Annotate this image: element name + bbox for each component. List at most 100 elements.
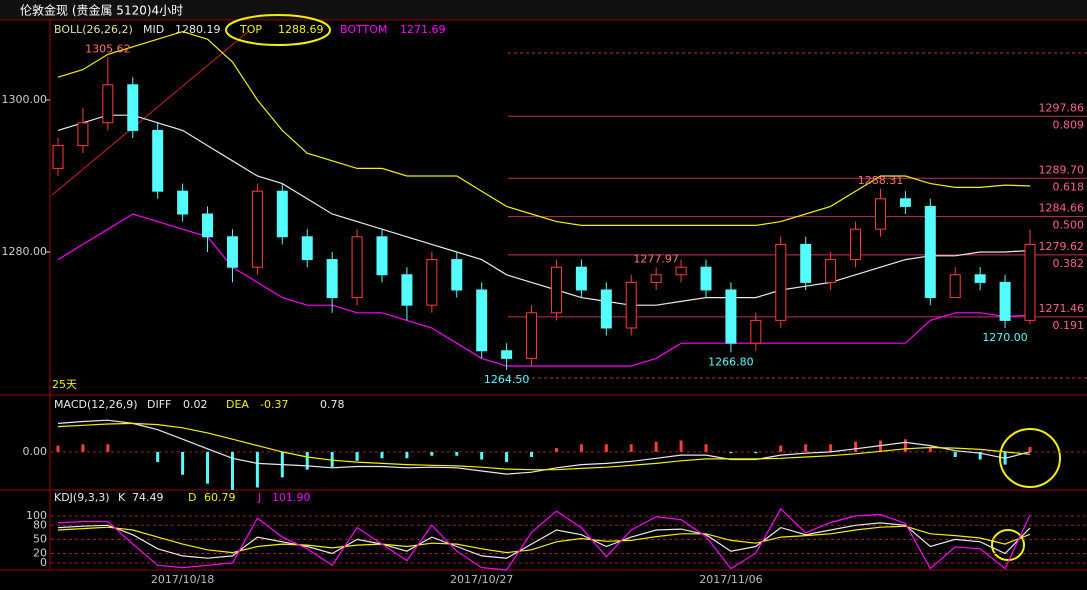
candle-body: [974, 274, 986, 283]
candle-body: [825, 259, 837, 283]
candle-body: [77, 122, 89, 147]
y-tick-label: 0.00: [23, 445, 48, 458]
candle-body: [476, 289, 488, 352]
candle-body: [501, 350, 513, 359]
candle-body: [177, 190, 189, 215]
x-tick-label: 2017/10/18: [151, 573, 214, 586]
candle-body: [750, 319, 762, 344]
price-annotation: 1266.80: [708, 355, 754, 368]
y-tick-label: 0: [40, 556, 47, 569]
y-tick-label: 80: [33, 518, 47, 531]
price-annotation: 1288.31: [858, 174, 904, 187]
candle-body: [351, 236, 363, 299]
candle-body: [376, 236, 388, 276]
fib-ratio: 0.191: [1053, 319, 1085, 332]
fib-ratio: 0.500: [1053, 219, 1085, 232]
price-annotation: 1264.50: [484, 373, 530, 386]
fib-ratio: 0.809: [1053, 118, 1085, 131]
highlight-circle: [999, 428, 1061, 488]
legend-name: TOP: [239, 23, 262, 36]
candle-body: [226, 236, 238, 268]
candle-body: [127, 84, 139, 131]
highlight-circle: [991, 529, 1025, 561]
legend-value: 60.79: [204, 491, 236, 504]
candle-body: [1024, 243, 1036, 321]
candle-body: [625, 281, 637, 329]
legend-value: 0.02: [183, 398, 208, 411]
y-tick-label: 1300.00: [2, 93, 48, 106]
fib-ratio: 0.618: [1053, 180, 1085, 193]
y-tick-label: 100: [26, 509, 47, 522]
candle-body: [775, 243, 787, 321]
candle-body: [800, 243, 812, 283]
indicator-label: BOLL(26,26,2): [54, 23, 133, 36]
candle-body: [650, 274, 662, 283]
candle-body: [301, 236, 313, 261]
fib-ratio: 0.382: [1053, 257, 1085, 270]
candle-body: [451, 259, 463, 291]
legend-value: 1271.69: [400, 23, 446, 36]
candle-body: [152, 129, 164, 192]
candle-body: [326, 259, 338, 299]
indicator-label: MACD(12,26,9): [54, 398, 138, 411]
legend-name: D: [188, 491, 196, 504]
fib-price: 1279.62: [1039, 240, 1085, 253]
fib-price: 1297.86: [1039, 101, 1085, 114]
legend-name: MID: [143, 23, 164, 36]
series-line: [57, 422, 1031, 471]
legend-value: 101.90: [272, 491, 311, 504]
series-line: [57, 522, 1031, 559]
candle-body: [675, 266, 687, 276]
price-annotation: 1277.97: [633, 252, 679, 265]
fib-price: 1271.46: [1039, 302, 1085, 315]
legend-name: BOTTOM: [340, 23, 387, 36]
indicator-label: KDJ(9,3,3): [54, 491, 110, 504]
series-line: [57, 507, 1031, 571]
series-line: [57, 213, 1031, 367]
series-line: [57, 114, 1031, 306]
highlight-circle: [225, 14, 331, 46]
candle-body: [924, 205, 936, 299]
legend-value: 1280.19: [175, 23, 221, 36]
y-tick-label: 1280.00: [2, 245, 48, 258]
candle-body: [102, 84, 114, 124]
candle-body: [949, 274, 961, 299]
legend-value: -0.37: [260, 398, 288, 411]
x-tick-label: 2017/10/27: [450, 573, 513, 586]
legend-value: 74.49: [132, 491, 164, 504]
legend-name: J: [257, 491, 261, 504]
legend-name: DIFF: [147, 398, 171, 411]
candle-body: [700, 266, 712, 291]
candle-body: [999, 281, 1011, 321]
candle-body: [550, 266, 562, 314]
candle-body: [600, 289, 612, 329]
series-line: [57, 419, 1031, 475]
chart-title: 伦敦金现 (贵金属 5120)4小时: [20, 3, 183, 18]
legend-name: K: [118, 491, 126, 504]
series-line: [57, 525, 1031, 554]
candle-body: [401, 274, 413, 306]
x-tick-label: 2017/11/06: [699, 573, 762, 586]
histogram-value: 0.78: [320, 398, 345, 411]
candle-body: [575, 266, 587, 291]
candle-body: [276, 190, 288, 238]
series-line: [57, 30, 1031, 226]
fib-price: 1284.66: [1039, 202, 1085, 215]
candle-body: [874, 198, 886, 230]
y-tick-label: 50: [33, 532, 47, 545]
candle-body: [526, 312, 538, 359]
candle-body: [725, 289, 737, 344]
price-annotation: 1305.62: [85, 42, 131, 55]
candle-body: [899, 198, 911, 207]
period-label: 25天: [52, 378, 77, 391]
candle-body: [850, 228, 862, 261]
candle-body: [251, 190, 263, 268]
candle-body: [426, 259, 438, 306]
candle-body: [202, 213, 214, 238]
price-annotation: 1270.00: [982, 331, 1028, 344]
candle-body: [52, 145, 64, 169]
legend-value: 1288.69: [278, 23, 324, 36]
fib-price: 1289.70: [1039, 163, 1085, 176]
legend-name: DEA: [226, 398, 249, 411]
